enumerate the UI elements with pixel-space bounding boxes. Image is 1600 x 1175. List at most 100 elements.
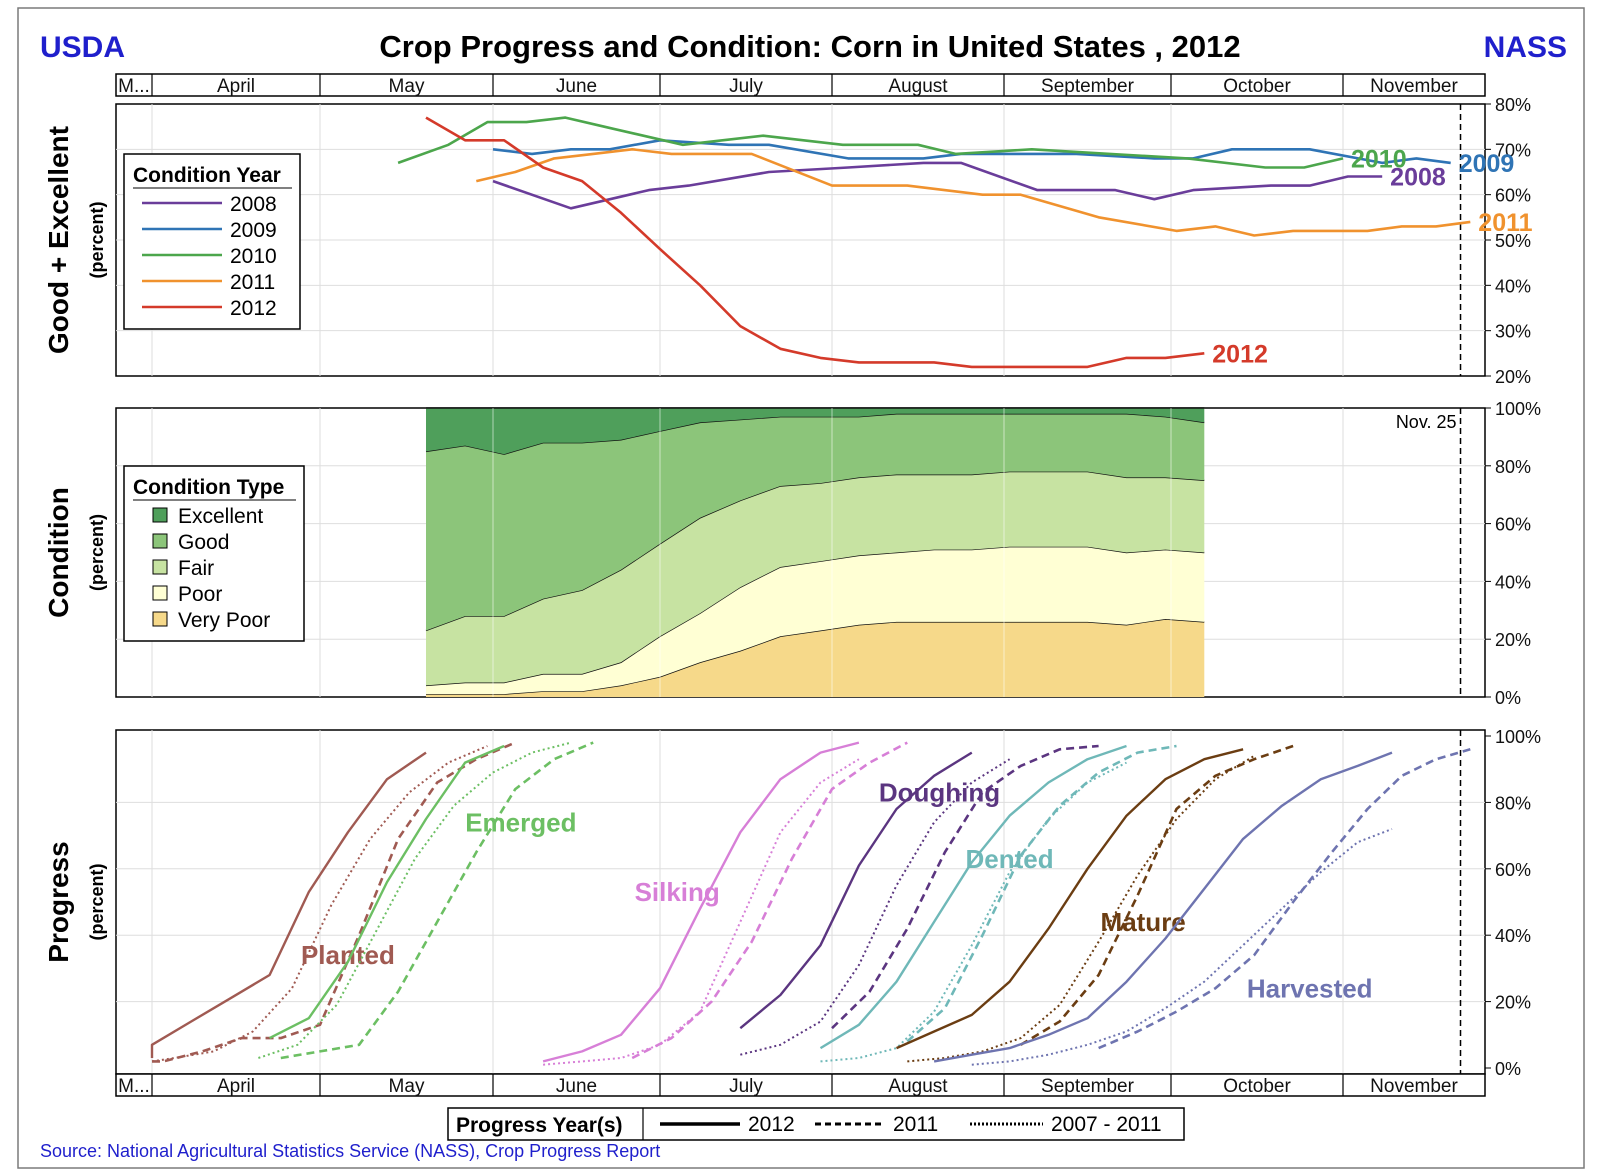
progress-legend-label-dotted: 2007 - 2011 [1051,1113,1162,1136]
prog-stage-label-doughing: Doughing [879,777,1000,807]
bottom-month-month-label: M... [118,1076,150,1097]
ge-line-2010 [397,116,1344,169]
ge-series-label-2008: 2008 [1390,164,1446,192]
usda-logo-text: USDA [40,31,125,64]
legend-title: Condition Year [133,164,281,187]
prog-line-harvested-dashed [1098,748,1471,1050]
top-month-month-label: November [1370,76,1458,97]
prog-line-planted-dotted [151,745,488,1063]
chart-title: Crop Progress and Condition: Corn in Uni… [379,29,1240,64]
top-month-month-label: June [556,76,597,97]
legend-frame [123,153,301,330]
top-month-month-label: September [1041,76,1135,97]
top-month-month-label: May [389,76,425,97]
prog-line-mature-dotted [907,755,1255,1063]
bottom-month-month-label: April [217,1076,255,1097]
prog-line-dented-dotted [820,761,1127,1063]
nov25-label: Nov. 25 [1396,412,1457,432]
ge-line-2012 [425,116,1205,369]
ge-ytick-label: 20% [1495,367,1531,387]
legend-label-poor: Poor [178,583,222,606]
prog-line-emerged-solid [269,744,505,1040]
ge-series-label-2012: 2012 [1212,340,1268,368]
progress-legend-label-solid: 2012 [748,1113,795,1136]
prog-ytick-label: 100% [1495,727,1541,747]
legend-label-good: Good [178,531,229,554]
progress-year-legend: Progress Year(s) 2012 2011 2007 - 2011 [447,1107,1185,1141]
bottom-month-month-label: August [888,1076,948,1097]
top-month-month-label: July [729,76,763,97]
bottom-month-month-label: September [1041,1076,1135,1097]
ge-ytick-label: 60% [1495,186,1531,206]
bottom-month-month-label: July [729,1076,763,1097]
prog-line-dented-solid [819,744,1127,1050]
cond-ytick-label: 40% [1495,572,1531,592]
good-excellent-panel: 20% 30% 40% 50% 60% 70% 80% Good + Excellent (pe… [43,95,1533,387]
prog-line-silking-solid [542,741,860,1063]
prog-frame [115,729,1486,1075]
prog-line-silking-dashed [631,741,908,1060]
month-axis-bottom: M... April May June July August September Octob… [115,1073,1486,1097]
legend-label-very-poor: Very Poor [178,609,270,632]
bottom-month-month-label: May [389,1076,425,1097]
cond-ytick-label: 100% [1495,399,1541,419]
legend-swatch-fair [152,559,168,575]
progress-panel: 0% 20% 40% 60% 80% 100% Progress (percent) Plant… [43,727,1541,1079]
ge-series-label-2009: 2009 [1459,150,1515,178]
ge-ytick-label: 80% [1495,95,1531,115]
legend-swatch-poor [152,585,168,601]
prog-line-harvested-dotted [971,828,1393,1066]
ge-series-label-2010: 2010 [1351,145,1407,173]
source-note: Source: National Agricultural Statistics… [40,1141,660,1161]
bottom-month-frame [115,1073,1486,1097]
ge-ytick-label: 70% [1495,140,1531,160]
ge-line-2011 [476,148,1471,237]
condition-type-legend: Condition Type Excellent Good Fair Poor Very … [123,465,305,642]
prog-line-mature-solid [896,748,1244,1050]
top-month-month-label: M... [118,76,150,97]
condition-year-legend: Condition Year 2008 2009 2010 2011 2012 [123,153,301,330]
progress-legend-label-dashed: 2011 [893,1113,938,1136]
prog-stage-label-dented: Dented [966,844,1054,874]
cond-yunit: (percent) [87,514,107,591]
top-month-month-label: October [1223,76,1291,97]
progress-legend-title: Progress Year(s) [456,1114,623,1137]
ge-line-2008 [492,161,1383,210]
prog-line-doughing-solid [739,751,973,1030]
prog-line-planted-solid [150,751,427,1058]
legend-swatch-excellent [152,507,168,523]
nass-logo-text: NASS [1484,31,1567,64]
ge-series-label-2011: 2011 [1478,209,1532,237]
top-month-frame [115,73,1486,97]
legend-label-2012: 2012 [230,297,277,320]
bottom-month-month-label: June [556,1076,597,1097]
legend-label-2008: 2008 [230,193,277,216]
cond-area-excellent [426,408,1205,455]
prog-ytick-label: 0% [1495,1059,1521,1079]
legend-title: Condition Type [133,476,284,499]
legend-swatch-very-poor [152,611,168,627]
legend-label-2011: 2011 [230,271,275,294]
cond-area-very-poor [426,619,1205,697]
prog-line-silking-dotted [543,758,860,1066]
ge-yunit: (percent) [87,201,107,278]
prog-yunit: (percent) [87,863,107,940]
prog-stage-label-planted: Planted [301,940,395,970]
prog-stage-label-emerged: Emerged [465,807,576,837]
ge-ytick-label: 30% [1495,322,1531,342]
legend-label-2010: 2010 [230,245,277,268]
cond-ytick-label: 60% [1495,515,1531,535]
legend-label-fair: Fair [178,557,214,580]
outer-border [17,7,1585,1169]
ge-ytick-label: 50% [1495,231,1531,251]
prog-ytick-label: 20% [1495,993,1531,1013]
legend-swatch-good [152,533,168,549]
prog-line-planted-dashed [152,741,516,1063]
legend-label-2009: 2009 [230,219,277,242]
prog-ytick-label: 80% [1495,793,1531,813]
ge-ylabel: Good + Excellent [43,126,74,354]
top-month-month-label: August [888,76,948,97]
cond-ylabel: Condition [43,487,74,618]
prog-ylabel: Progress [43,841,74,962]
